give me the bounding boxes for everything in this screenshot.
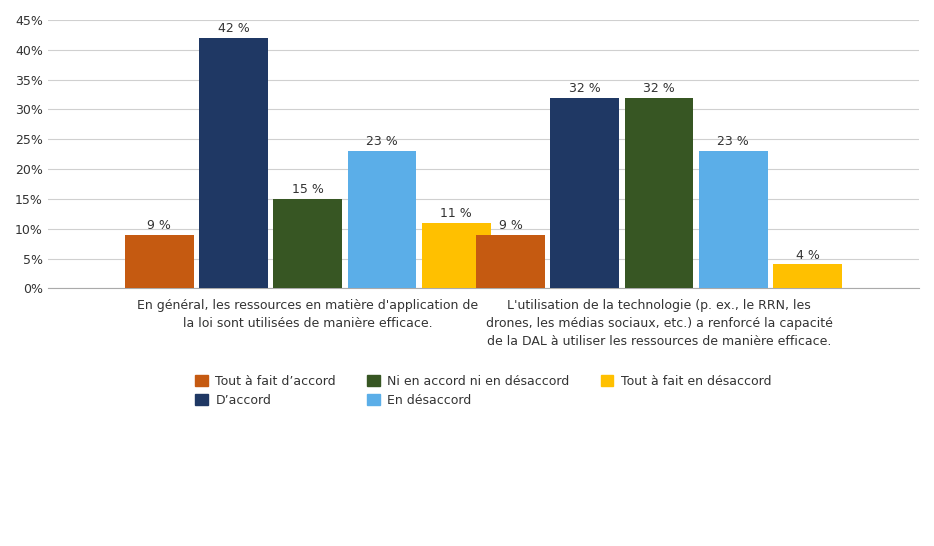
Bar xyxy=(422,223,490,288)
Text: 15 %: 15 % xyxy=(291,183,323,196)
Bar xyxy=(699,151,768,288)
Text: 9 %: 9 % xyxy=(148,219,171,232)
Legend: Tout à fait d’accord, D’accord, Ni en accord ni en désaccord, En désaccord, Tout: Tout à fait d’accord, D’accord, Ni en ac… xyxy=(191,370,776,412)
Text: 9 %: 9 % xyxy=(499,219,522,232)
Bar xyxy=(347,151,417,288)
Text: 23 %: 23 % xyxy=(717,135,749,148)
Text: 32 %: 32 % xyxy=(569,81,601,94)
Bar xyxy=(625,98,693,288)
Bar xyxy=(199,38,268,288)
Text: 4 %: 4 % xyxy=(796,248,819,262)
Bar xyxy=(125,235,193,288)
Text: 11 %: 11 % xyxy=(440,207,472,220)
Text: 23 %: 23 % xyxy=(366,135,398,148)
Bar xyxy=(274,199,342,288)
Bar xyxy=(550,98,619,288)
Text: 42 %: 42 % xyxy=(218,22,249,35)
Bar xyxy=(773,264,842,288)
Bar xyxy=(476,235,545,288)
Text: 32 %: 32 % xyxy=(644,81,675,94)
